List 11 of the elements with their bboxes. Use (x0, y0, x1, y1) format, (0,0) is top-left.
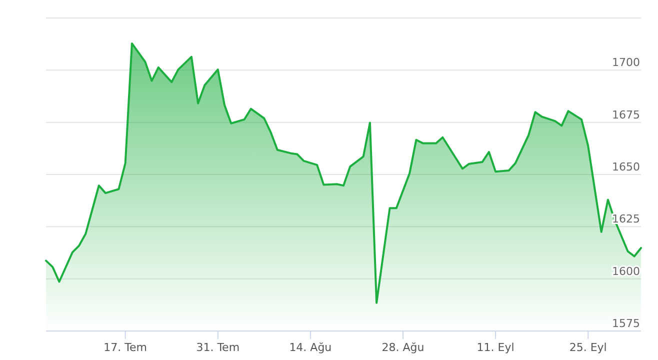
x-tick-label: 11. Eyl (476, 341, 514, 354)
x-tick-label: 14. Ağu (289, 341, 332, 354)
x-tick-label: 25. Eyl (569, 341, 607, 354)
y-tick-label: 1650 (612, 160, 640, 174)
y-tick-label: 1600 (612, 264, 640, 278)
y-tick-label: 1700 (612, 56, 640, 70)
x-tick-label: 28. Ağu (382, 341, 424, 354)
y-tick-label: 1575 (612, 317, 640, 330)
x-tick-label: 17. Tem (104, 341, 147, 354)
y-tick-label: 1675 (612, 108, 640, 122)
x-tick-label: 31. Tem (196, 341, 240, 354)
